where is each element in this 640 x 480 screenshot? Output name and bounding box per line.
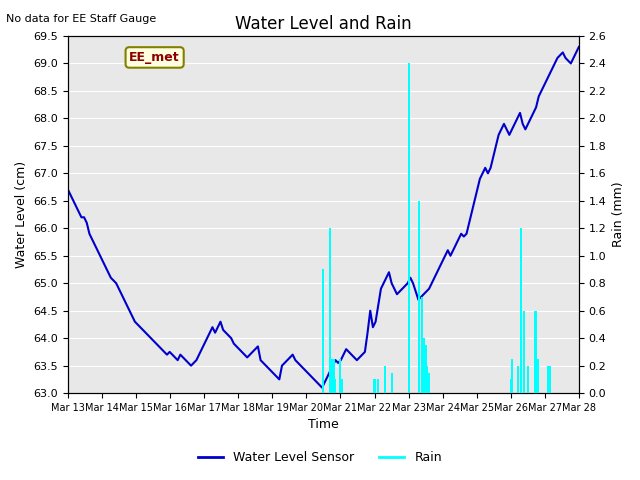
Bar <box>423 338 425 393</box>
Bar <box>426 366 428 393</box>
Bar <box>323 269 324 393</box>
Bar <box>524 311 525 393</box>
Bar <box>341 379 343 393</box>
Bar <box>329 228 332 393</box>
Bar <box>331 359 333 393</box>
Bar <box>511 359 513 393</box>
Bar <box>384 366 386 393</box>
Bar <box>339 359 342 393</box>
Text: No data for EE Staff Gauge: No data for EE Staff Gauge <box>6 14 157 24</box>
Bar <box>509 379 512 393</box>
Bar <box>537 359 539 393</box>
Y-axis label: Water Level (cm): Water Level (cm) <box>15 161 28 268</box>
Bar <box>334 379 337 393</box>
Bar <box>535 311 538 393</box>
Bar <box>549 366 551 393</box>
Bar <box>424 345 427 393</box>
Bar <box>428 372 430 393</box>
Bar <box>534 311 536 393</box>
Bar <box>421 297 423 393</box>
Bar <box>547 366 549 393</box>
Bar <box>390 372 392 393</box>
Bar <box>377 379 379 393</box>
Bar <box>333 359 335 393</box>
X-axis label: Time: Time <box>308 419 339 432</box>
Bar <box>516 366 518 393</box>
Bar <box>418 201 420 393</box>
Bar <box>374 379 376 393</box>
Bar <box>520 228 522 393</box>
Text: EE_met: EE_met <box>129 51 180 64</box>
Y-axis label: Rain (mm): Rain (mm) <box>612 182 625 247</box>
Title: Water Level and Rain: Water Level and Rain <box>235 15 412 33</box>
Bar <box>408 63 410 393</box>
Bar <box>527 366 529 393</box>
Legend: Water Level Sensor, Rain: Water Level Sensor, Rain <box>193 446 447 469</box>
